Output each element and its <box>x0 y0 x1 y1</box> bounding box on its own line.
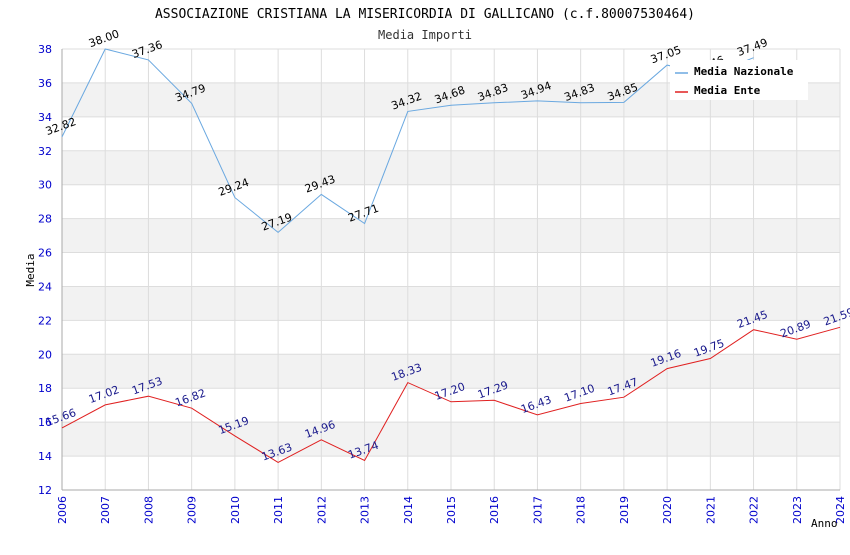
x-tick-label: 2024 <box>834 496 847 524</box>
y-tick-label: 36 <box>38 77 52 90</box>
data-label-media-ente: 16.82 <box>173 386 207 409</box>
x-tick-label: 2022 <box>748 496 761 524</box>
legend-label-media-nazionale: Media Nazionale <box>694 65 794 78</box>
legend-box <box>670 60 808 100</box>
x-tick-label: 2010 <box>229 496 242 524</box>
y-tick-label: 34 <box>38 111 52 124</box>
series-line-media-ente <box>61 326 841 463</box>
x-tick-label: 2019 <box>618 496 631 524</box>
x-tick-label: 2023 <box>791 496 804 524</box>
y-tick-label: 32 <box>38 145 52 158</box>
y-tick-label: 30 <box>38 179 52 192</box>
chart-subtitle: Media Importi <box>378 28 472 42</box>
legend-label-media-ente: Media Ente <box>694 84 761 97</box>
x-tick-label: 2008 <box>142 496 155 524</box>
x-tick-label: 2015 <box>445 496 458 524</box>
x-tick-label: 2009 <box>186 496 199 524</box>
series-line-media-nazionale <box>61 48 754 234</box>
y-tick-label: 22 <box>38 314 52 327</box>
gridlines <box>61 48 841 491</box>
x-tick-label: 2006 <box>56 496 69 524</box>
x-tick-label: 2018 <box>575 496 588 524</box>
x-tick-label: 2013 <box>359 496 372 524</box>
legend: Media Nazionale Media Ente <box>670 60 808 100</box>
chart-title: ASSOCIAZIONE CRISTIANA LA MISERICORDIA D… <box>155 7 695 22</box>
y-tick-label: 16 <box>38 416 52 429</box>
axes <box>61 49 840 491</box>
series-lines <box>61 48 841 463</box>
x-tick-label: 2021 <box>704 496 717 524</box>
y-tick-label: 28 <box>38 213 52 226</box>
y-tick-label: 20 <box>38 348 52 361</box>
y-tick-label: 24 <box>38 280 52 293</box>
x-tick-label: 2011 <box>272 496 285 524</box>
x-tick-label: 2017 <box>531 496 544 524</box>
y-tick-label: 12 <box>38 484 52 497</box>
x-tick-label: 2020 <box>661 496 674 524</box>
y-tick-label: 14 <box>38 450 52 463</box>
x-tick-label: 2007 <box>99 496 112 524</box>
data-label-media-nazionale: 38.00 <box>87 27 121 50</box>
y-tick-label: 18 <box>38 382 52 395</box>
x-tick-label: 2012 <box>315 496 328 524</box>
x-tick-label: 2014 <box>402 496 415 524</box>
data-label-media-nazionale: 37.36 <box>130 38 164 61</box>
data-label-media-ente: 16.43 <box>519 393 553 416</box>
y-tick-label: 38 <box>38 43 52 56</box>
y-tick-label: 26 <box>38 247 52 260</box>
x-tick-label: 2016 <box>488 496 501 524</box>
data-label-media-nazionale: 37.49 <box>735 36 769 59</box>
x-axis-title: Anno <box>811 517 838 530</box>
y-axis-title: Media <box>24 253 37 286</box>
